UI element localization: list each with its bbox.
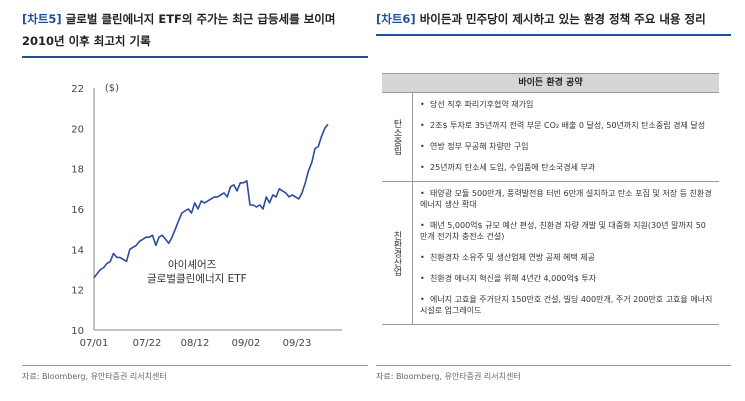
list-item: • 매년 5,000억$ 규모 예산 편성, 친환경 차량 개발 및 대중화 지원…: [420, 221, 706, 241]
x-tick-label: 09/23: [283, 338, 312, 349]
chart-title-text: 글로벌 클린에너지 ETF의 주가는 최근 급등세를 보이며 2010년 이후 …: [22, 12, 336, 48]
y-tick-label: 10: [71, 326, 84, 337]
policy-table: 바이든 환경 공약 탄소중립 • 당선 직후 파리기후협약 재가입 • 2조$ 투자…: [382, 73, 719, 325]
table-title: [차트6] 바이든과 민주당이 제시하고 있는 환경 정책 주요 내용 정리: [376, 0, 731, 30]
chart-title: [차트5] 글로벌 클린에너지 ETF의 주가는 최근 급등세를 보이며 201…: [22, 0, 368, 52]
table-header: 바이든 환경 공약: [382, 73, 719, 93]
series-annotation: 글로벌클린에너지 ETF: [147, 273, 247, 285]
chart-tag: [차트5]: [22, 12, 62, 26]
source-rule-left: [22, 365, 368, 366]
list-item: • 연방 정부 무공해 차량만 구입: [420, 142, 529, 151]
y-tick-label: 22: [71, 84, 84, 95]
list-item: • 당선 직후 파리기후협약 재가입: [420, 100, 534, 109]
y-axis-unit: ($): [105, 83, 119, 94]
title-rule: [22, 56, 368, 58]
title-rule-right: [376, 34, 731, 36]
list-item: • 2조$ 투자로 35년까지 전력 부문 CO₂ 배출 0 달성, 50년까지 …: [420, 121, 706, 130]
group-carbon-neutral: 탄소중립 • 당선 직후 파리기후협약 재가입 • 2조$ 투자로 35년까지 전력…: [382, 93, 719, 182]
left-panel: [차트5] 글로벌 클린에너지 ETF의 주가는 최근 급등세를 보이며 201…: [22, 0, 368, 58]
y-tick-label: 20: [71, 124, 84, 135]
y-tick-label: 18: [71, 165, 84, 176]
table-tag: [차트6]: [376, 12, 416, 26]
group-label: 친환경산업: [391, 230, 402, 276]
list-item: • 에너지 고효율 주거단지 150만호 건설, 빌딩 400만개, 주거 200…: [420, 295, 713, 315]
y-tick-label: 12: [71, 286, 84, 297]
list-item: • 친환경 에너지 혁신을 위해 4년간 4,000억$ 투자: [420, 274, 597, 283]
source-text-left: 자료: Bloomberg, 유안타증권 리서치센터: [22, 372, 167, 381]
list-item: • 25년까지 탄소세 도입, 수입품에 탄소국경세 부과: [420, 163, 596, 172]
list-item: • 태양광 모듈 500만개, 풍력발전용 터빈 6만개 설치하고 탄소 포집 및…: [420, 189, 712, 209]
y-tick-label: 14: [71, 245, 84, 256]
source-rule-right: [376, 365, 731, 366]
group-green-industry: 친환경산업 • 태양광 모듈 500만개, 풍력발전용 터빈 6만개 설치하고 탄…: [382, 182, 719, 325]
series-line: [93, 123, 329, 279]
list-item: • 친환경차 소유주 및 생산업체 연방 공제 혜택 제공: [420, 253, 595, 262]
right-panel: [차트6] 바이든과 민주당이 제시하고 있는 환경 정책 주요 내용 정리: [376, 0, 731, 36]
group-label: 탄소중립: [391, 119, 402, 155]
x-tick-label: 09/02: [232, 338, 261, 349]
y-tick-label: 16: [71, 205, 84, 216]
x-tick-label: 07/01: [80, 338, 109, 349]
table-title-text: 바이든과 민주당이 제시하고 있는 환경 정책 주요 내용 정리: [419, 12, 706, 26]
x-tick-label: 07/22: [133, 338, 162, 349]
x-tick-label: 08/12: [181, 338, 210, 349]
series-annotation: 아이셰어즈: [168, 259, 217, 271]
source-text-right: 자료: Bloomberg, 유안타증권 리서치센터: [376, 372, 521, 381]
